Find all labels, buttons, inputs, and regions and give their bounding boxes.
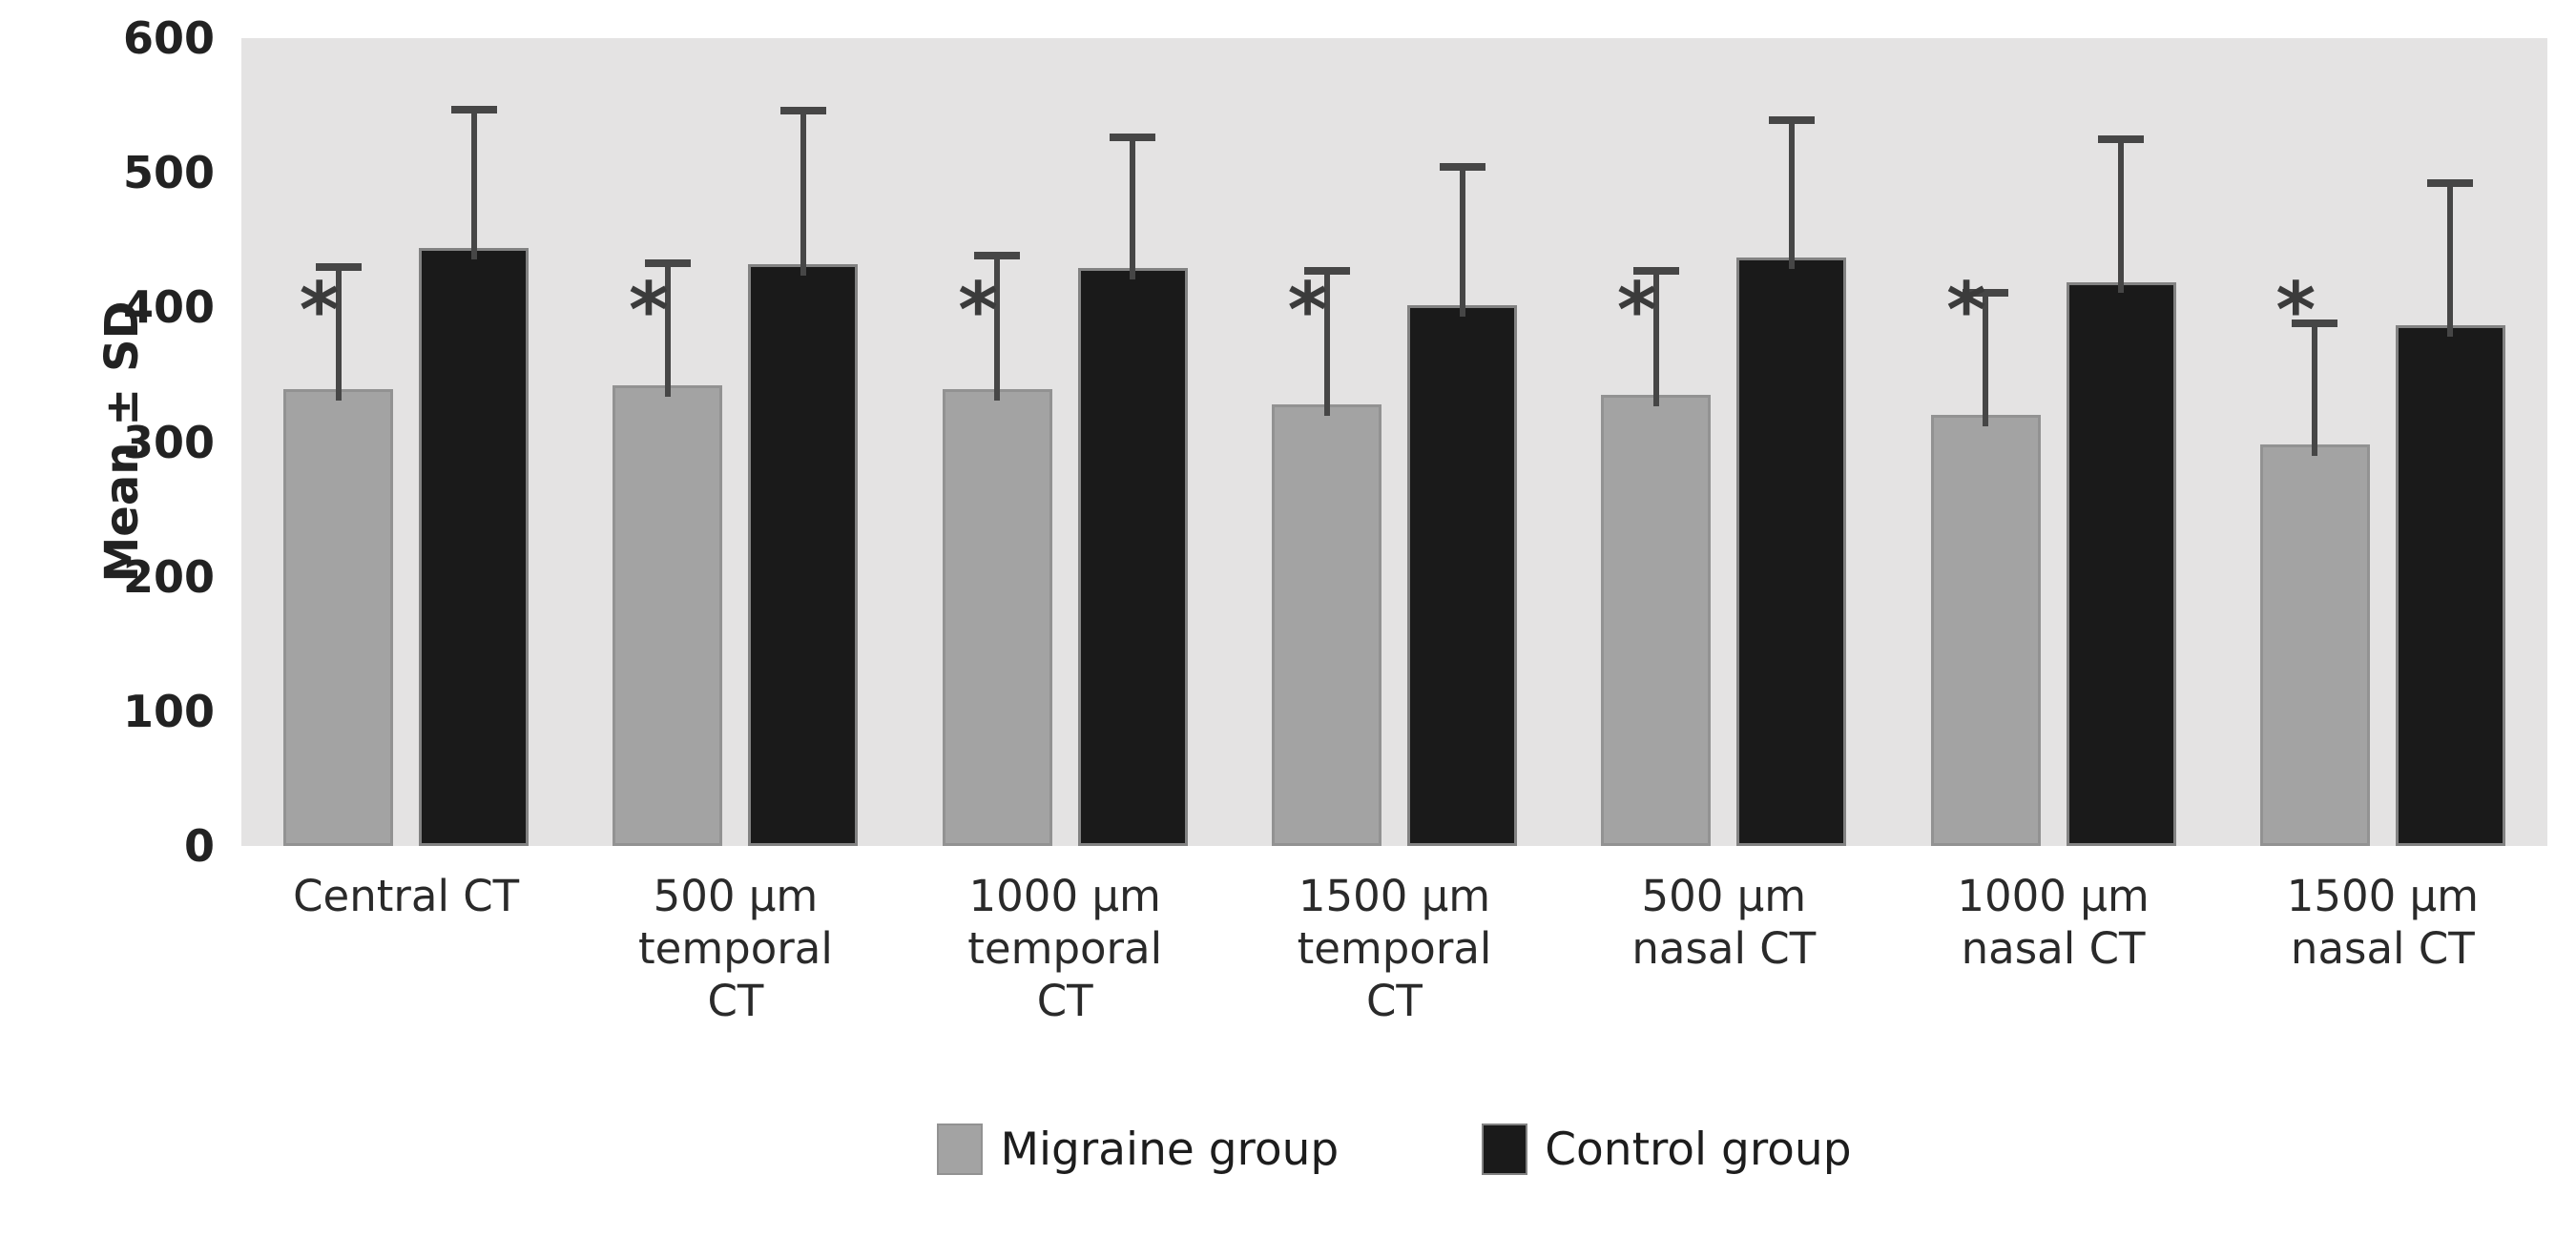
error-bar-cap — [1110, 134, 1156, 142]
error-bar-line — [335, 262, 342, 402]
bar-migraine-group-5 — [1601, 395, 1712, 846]
x-axis-label: 1000 μm temporal CT — [967, 871, 1163, 1026]
bar-control-group-4 — [1407, 304, 1517, 846]
x-axis-label: 500 μm nasal CT — [1631, 871, 1817, 974]
bar-control-group-1 — [419, 248, 530, 846]
x-axis-label: 1500 μm nasal CT — [2286, 871, 2479, 974]
error-bar-line — [1130, 134, 1136, 280]
significance-asterisk: * — [299, 266, 340, 356]
error-bar-line — [1323, 266, 1330, 416]
error-bar-cap — [450, 105, 497, 113]
error-bar-cap — [1768, 115, 1815, 124]
legend-item: Migraine group — [937, 1124, 1339, 1176]
y-tick-label: 0 — [183, 820, 215, 872]
bar-migraine-group-4 — [1272, 403, 1381, 846]
bar-migraine-group-7 — [2259, 444, 2370, 846]
bar-control-group-5 — [1736, 258, 1847, 846]
y-tick-label: 400 — [122, 281, 215, 334]
error-bar-line — [2312, 320, 2318, 457]
bar-migraine-group-6 — [1930, 415, 2041, 846]
legend-label: Control group — [1545, 1123, 1852, 1176]
legend-item: Control group — [1482, 1123, 1852, 1176]
error-bar-line — [470, 105, 477, 260]
error-bar-line — [1459, 163, 1465, 317]
bar-control-group-6 — [2066, 281, 2176, 846]
legend-swatch — [1482, 1124, 1528, 1175]
bar-migraine-group-1 — [283, 389, 394, 846]
error-bar-cap — [315, 262, 362, 271]
error-bar-cap — [1632, 266, 1679, 275]
significance-asterisk: * — [1616, 266, 1657, 356]
x-axis-label: 1500 μm temporal CT — [1297, 871, 1492, 1026]
error-bar-cap — [2292, 320, 2338, 328]
legend-label: Migraine group — [1000, 1123, 1340, 1176]
bar-control-group-2 — [748, 264, 859, 846]
y-tick-label: 600 — [122, 12, 215, 64]
y-tick-label: 500 — [122, 147, 215, 199]
plot-area: * * * * * * * — [241, 38, 2547, 846]
bar-migraine-group-3 — [942, 389, 1052, 846]
significance-asterisk: * — [958, 266, 999, 356]
significance-asterisk: * — [1287, 266, 1328, 356]
error-bar-line — [2118, 134, 2125, 294]
error-bar-cap — [974, 252, 1021, 260]
significance-asterisk: * — [629, 266, 669, 356]
error-bar-line — [1983, 288, 1989, 427]
x-axis-label: Central CT — [293, 871, 520, 921]
error-bar-cap — [2427, 179, 2474, 188]
bar-migraine-group-2 — [613, 385, 723, 846]
legend: Migraine group Control group — [241, 1097, 2547, 1202]
y-tick-label: 300 — [122, 416, 215, 468]
bar-control-group-3 — [1077, 268, 1188, 846]
legend-swatch — [937, 1124, 984, 1175]
error-bar-cap — [779, 106, 826, 114]
error-bar-line — [664, 258, 671, 398]
error-bar-line — [800, 106, 806, 277]
y-tick-label: 100 — [122, 685, 215, 737]
y-tick-label: 200 — [122, 550, 215, 603]
x-axis-label: 1000 μm nasal CT — [1957, 871, 2150, 974]
significance-asterisk: * — [1946, 266, 1986, 356]
error-bar-cap — [1439, 163, 1485, 172]
significance-asterisk: * — [2275, 266, 2316, 356]
x-axis-label: 500 μm temporal CT — [638, 871, 833, 1026]
error-bar-line — [2447, 179, 2454, 337]
bar-control-group-7 — [2395, 324, 2505, 846]
error-bar-cap — [1963, 288, 2009, 297]
error-bar-line — [1788, 115, 1795, 270]
error-bar-cap — [1303, 266, 1350, 275]
error-bar-cap — [644, 258, 691, 267]
error-bar-line — [1652, 266, 1659, 407]
error-bar-line — [994, 252, 1001, 402]
error-bar-cap — [2098, 134, 2145, 143]
